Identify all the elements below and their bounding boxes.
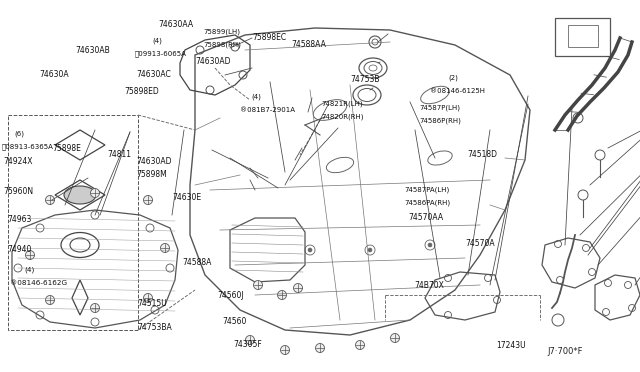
Text: (6): (6) bbox=[14, 131, 24, 137]
Circle shape bbox=[90, 304, 99, 312]
Text: 74560J: 74560J bbox=[218, 291, 244, 300]
Text: 74630AD: 74630AD bbox=[195, 57, 230, 66]
Bar bbox=[8, 115, 138, 330]
Circle shape bbox=[368, 248, 372, 252]
Text: 74587P(LH): 74587P(LH) bbox=[420, 105, 461, 111]
Text: ⓝ08913-6365A: ⓝ08913-6365A bbox=[1, 144, 53, 150]
Circle shape bbox=[253, 280, 262, 289]
Ellipse shape bbox=[64, 186, 96, 204]
Bar bbox=[568, 25, 598, 47]
Text: J7·700*F: J7·700*F bbox=[548, 347, 583, 356]
Circle shape bbox=[45, 295, 54, 305]
Circle shape bbox=[90, 189, 99, 198]
Circle shape bbox=[26, 250, 35, 260]
Text: 74630E: 74630E bbox=[173, 193, 202, 202]
Text: 74305F: 74305F bbox=[234, 340, 262, 349]
Text: 74821R(LH): 74821R(LH) bbox=[321, 101, 363, 108]
Circle shape bbox=[308, 248, 312, 252]
Circle shape bbox=[246, 336, 255, 344]
Text: 74570A: 74570A bbox=[465, 239, 495, 248]
Text: 74630AA: 74630AA bbox=[159, 20, 194, 29]
Text: ®08146-6162G: ®08146-6162G bbox=[10, 280, 67, 286]
Circle shape bbox=[294, 283, 303, 292]
Circle shape bbox=[316, 343, 324, 353]
Text: ®081B7-2901A: ®081B7-2901A bbox=[240, 107, 295, 113]
Text: 75898E: 75898E bbox=[52, 144, 81, 153]
Text: 74570AA: 74570AA bbox=[408, 213, 444, 222]
Text: 74630AC: 74630AC bbox=[136, 70, 171, 79]
Circle shape bbox=[280, 346, 289, 355]
Text: 74588AA: 74588AA bbox=[291, 40, 326, 49]
Circle shape bbox=[143, 294, 152, 302]
Circle shape bbox=[355, 340, 365, 350]
Text: 74811: 74811 bbox=[108, 150, 132, 159]
Text: 74963: 74963 bbox=[8, 215, 32, 224]
Text: 74753B: 74753B bbox=[351, 76, 380, 84]
Text: 74753BA: 74753BA bbox=[138, 323, 172, 332]
Text: (4): (4) bbox=[252, 93, 261, 100]
Text: (4): (4) bbox=[24, 266, 35, 273]
Text: 74586PA(RH): 74586PA(RH) bbox=[404, 199, 451, 206]
Circle shape bbox=[428, 243, 432, 247]
Circle shape bbox=[390, 334, 399, 343]
Circle shape bbox=[45, 196, 54, 205]
Text: 75898ED: 75898ED bbox=[125, 87, 159, 96]
Text: 74515U: 74515U bbox=[138, 299, 167, 308]
Text: 74630A: 74630A bbox=[40, 70, 69, 79]
Text: 75898M: 75898M bbox=[136, 170, 167, 179]
Text: 17243U: 17243U bbox=[496, 341, 525, 350]
Text: 74560: 74560 bbox=[223, 317, 247, 326]
Circle shape bbox=[143, 196, 152, 205]
Text: 74630AB: 74630AB bbox=[76, 46, 110, 55]
Text: ®08146-6125H: ®08146-6125H bbox=[430, 88, 485, 94]
Text: (4): (4) bbox=[152, 38, 162, 44]
Text: (2): (2) bbox=[448, 75, 458, 81]
Circle shape bbox=[161, 244, 170, 253]
Text: 74630AD: 74630AD bbox=[136, 157, 172, 166]
Text: 74924X: 74924X bbox=[3, 157, 33, 166]
Bar bbox=[555, 18, 610, 56]
Circle shape bbox=[278, 291, 287, 299]
Text: 74588A: 74588A bbox=[182, 258, 212, 267]
Text: 75898(RH): 75898(RH) bbox=[204, 41, 241, 48]
Text: 74518D: 74518D bbox=[467, 150, 497, 159]
Text: 74B70X: 74B70X bbox=[415, 281, 445, 290]
Text: 74940: 74940 bbox=[8, 245, 32, 254]
Text: 74820R(RH): 74820R(RH) bbox=[321, 114, 364, 121]
Text: 74586P(RH): 74586P(RH) bbox=[420, 118, 461, 124]
Text: 74587PA(LH): 74587PA(LH) bbox=[404, 186, 450, 193]
Text: ⓝ09913-6065A: ⓝ09913-6065A bbox=[134, 51, 186, 57]
Text: 75898EC: 75898EC bbox=[253, 33, 287, 42]
Text: 75899(LH): 75899(LH) bbox=[204, 28, 241, 35]
Text: 75960N: 75960N bbox=[3, 187, 33, 196]
